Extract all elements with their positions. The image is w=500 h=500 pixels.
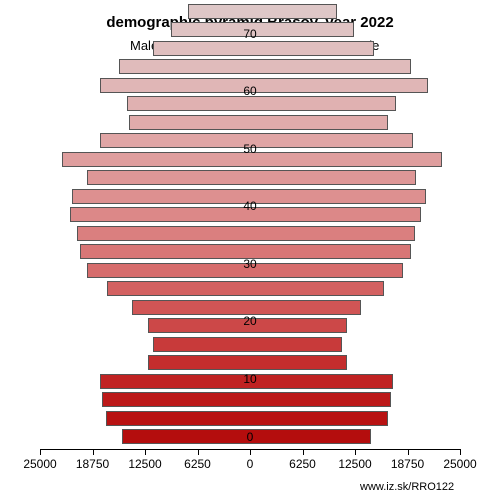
age-tick: 10	[235, 372, 265, 386]
male-bar	[100, 133, 250, 148]
female-bar	[250, 374, 393, 389]
female-bar	[250, 411, 388, 426]
male-bar	[132, 300, 250, 315]
x-tick-label: 18750	[391, 457, 424, 471]
male-bar	[153, 41, 250, 56]
male-bar	[100, 78, 250, 93]
male-bar	[62, 152, 250, 167]
female-bar	[250, 152, 442, 167]
female-bar	[250, 189, 426, 204]
male-bar	[153, 337, 250, 352]
female-bar	[250, 263, 403, 278]
female-bar	[250, 355, 347, 370]
x-tick-label: 25000	[443, 457, 476, 471]
chart-area: 9080706050403020100	[40, 56, 460, 444]
female-bar	[250, 115, 388, 130]
male-bar	[122, 429, 250, 444]
source-url: www.iz.sk/RRO122	[360, 481, 454, 493]
female-bar	[250, 4, 337, 19]
x-tick-label: 0	[247, 457, 254, 471]
female-bar	[250, 96, 396, 111]
female-bar	[250, 22, 354, 37]
x-tick-label: 6250	[289, 457, 316, 471]
female-bar	[250, 300, 361, 315]
age-tick: 30	[235, 257, 265, 271]
age-tick: 20	[235, 314, 265, 328]
male-bar	[87, 170, 250, 185]
x-tick-label: 25000	[23, 457, 56, 471]
male-bar	[129, 115, 250, 130]
female-bar	[250, 337, 342, 352]
female-bar	[250, 429, 371, 444]
female-bar	[250, 133, 413, 148]
male-bar	[107, 281, 250, 296]
male-panel	[40, 56, 250, 444]
x-tick-label: 6250	[184, 457, 211, 471]
male-bar	[102, 392, 250, 407]
female-bar	[250, 78, 428, 93]
age-tick: 70	[235, 27, 265, 41]
male-bar	[70, 207, 250, 222]
female-bar	[250, 41, 374, 56]
female-bar	[250, 392, 391, 407]
female-bar	[250, 207, 421, 222]
male-bar	[77, 226, 250, 241]
female-panel	[250, 56, 460, 444]
age-tick: 40	[235, 199, 265, 213]
x-tick-label: 12500	[338, 457, 371, 471]
male-bar	[148, 355, 250, 370]
male-bar	[127, 96, 250, 111]
female-bar	[250, 281, 384, 296]
male-bar	[106, 411, 250, 426]
male-bar	[119, 59, 250, 74]
male-bar	[80, 244, 250, 259]
female-bar	[250, 226, 415, 241]
male-bar	[100, 374, 250, 389]
age-tick: 50	[235, 142, 265, 156]
female-bar	[250, 170, 416, 185]
female-bar	[250, 244, 411, 259]
male-bar	[72, 189, 250, 204]
x-tick-label: 18750	[76, 457, 109, 471]
male-bar	[87, 263, 250, 278]
age-tick: 60	[235, 84, 265, 98]
age-tick: 0	[235, 430, 265, 444]
female-bar	[250, 59, 411, 74]
x-tick-label: 12500	[128, 457, 161, 471]
male-bar	[188, 4, 250, 19]
